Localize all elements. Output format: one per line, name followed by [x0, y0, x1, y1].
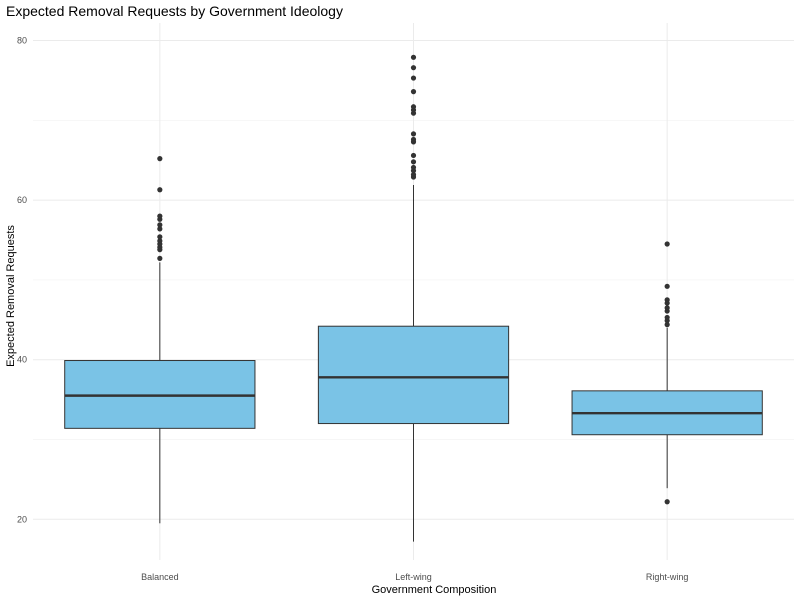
y-axis-title: Expected Removal Requests: [5, 225, 17, 367]
outlier-point: [664, 322, 670, 328]
outlier-point: [410, 54, 417, 60]
outlier-point: [157, 234, 163, 240]
outlier-point: [410, 164, 417, 171]
box-group-balanced: [64, 156, 256, 524]
outlier-point: [664, 314, 670, 321]
x-axis-ticks: Balanced Left-wing Right-wing: [141, 572, 688, 582]
outlier-point: [157, 156, 163, 162]
outlier-point: [410, 104, 417, 110]
outlier-point: [157, 222, 163, 228]
x-tick-label: Left-wing: [395, 572, 432, 582]
outlier-point: [157, 255, 163, 261]
x-axis-title: Government Composition: [372, 584, 497, 596]
outlier-point: [410, 136, 417, 143]
outlier-point: [664, 283, 670, 289]
x-tick-label: Balanced: [141, 572, 179, 582]
y-axis-ticks: 20 40 60 80: [17, 36, 27, 525]
outlier-point: [157, 238, 163, 244]
box-group-left-wing: [317, 54, 510, 542]
y-tick-label: 40: [17, 355, 27, 365]
y-tick-label: 60: [17, 195, 27, 205]
outlier-point: [664, 297, 670, 303]
outlier-point: [410, 89, 417, 95]
outlier-point: [664, 305, 670, 311]
outlier-point: [410, 65, 417, 71]
box-iqr: [317, 325, 510, 425]
boxes-layer: [64, 54, 763, 542]
outlier-point: [410, 75, 417, 81]
outlier-point: [157, 213, 163, 219]
outlier-point: [664, 241, 670, 247]
box-group-right-wing: [571, 241, 763, 505]
outlier-point: [410, 131, 417, 137]
outlier-point: [410, 159, 417, 165]
outlier-point: [410, 152, 417, 159]
outlier-point: [157, 187, 163, 193]
outlier-point: [410, 172, 417, 178]
outlier-point: [664, 499, 670, 505]
outlier-point: [157, 226, 163, 232]
y-tick-label: 20: [17, 514, 27, 524]
chart-title: Expected Removal Requests by Government …: [6, 3, 343, 19]
y-tick-label: 80: [17, 36, 27, 46]
x-tick-label: Right-wing: [646, 572, 689, 582]
